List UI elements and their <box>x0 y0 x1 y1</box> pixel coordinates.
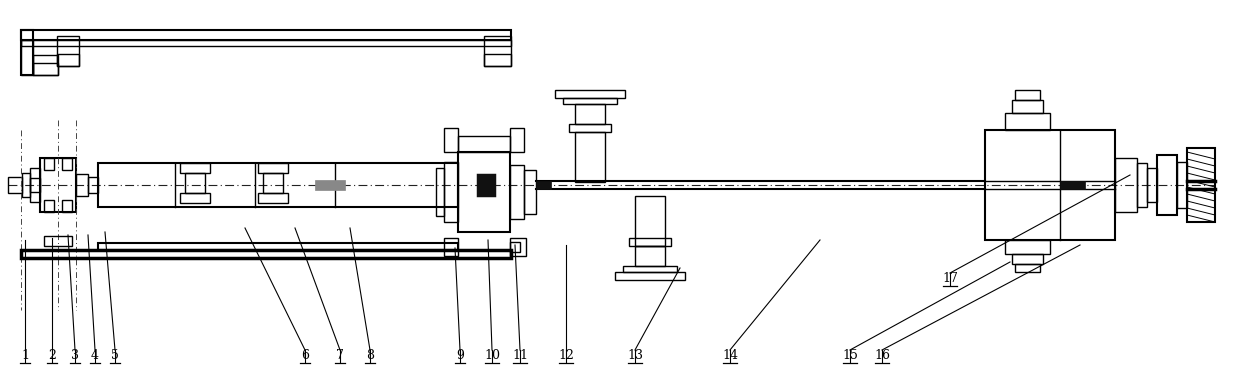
Text: 9: 9 <box>456 349 464 362</box>
Bar <box>458 152 510 232</box>
Bar <box>510 128 525 152</box>
Bar <box>88 177 98 193</box>
Bar <box>76 174 88 196</box>
Bar <box>1187 148 1215 222</box>
Bar <box>510 165 525 219</box>
Bar <box>1060 181 1085 189</box>
Bar <box>1177 162 1187 208</box>
Text: 5: 5 <box>112 349 119 362</box>
Bar <box>1012 254 1043 264</box>
Bar <box>7 177 22 193</box>
Bar <box>458 136 510 152</box>
Bar <box>30 168 40 202</box>
Text: 7: 7 <box>336 349 343 362</box>
Text: 1: 1 <box>21 349 29 362</box>
Bar <box>57 54 79 66</box>
Bar <box>43 200 55 212</box>
Bar <box>1016 264 1040 272</box>
Bar <box>180 193 210 203</box>
Bar <box>40 158 76 212</box>
Bar <box>556 90 625 98</box>
Bar <box>43 158 55 170</box>
Bar <box>536 181 551 189</box>
Bar <box>1016 90 1040 100</box>
Bar <box>258 193 288 203</box>
Text: 14: 14 <box>722 349 738 362</box>
Bar <box>635 196 665 246</box>
Bar <box>21 30 511 40</box>
Text: 16: 16 <box>874 349 890 362</box>
Text: 17: 17 <box>942 272 959 285</box>
Bar <box>1137 163 1147 207</box>
Bar <box>569 124 611 132</box>
Bar <box>33 55 58 75</box>
Bar <box>1012 100 1043 113</box>
Text: 8: 8 <box>366 349 374 362</box>
Text: 15: 15 <box>842 349 858 362</box>
Bar <box>1004 113 1050 130</box>
Text: 3: 3 <box>71 349 79 362</box>
Text: 11: 11 <box>512 349 528 362</box>
Bar <box>563 98 618 104</box>
Bar <box>575 132 605 182</box>
Bar <box>30 178 40 192</box>
Bar <box>525 170 536 214</box>
Bar <box>98 243 458 250</box>
Bar <box>510 238 526 256</box>
Bar <box>98 163 458 207</box>
Bar <box>444 162 458 222</box>
Bar <box>510 242 520 252</box>
Bar <box>21 30 33 75</box>
Bar <box>258 163 288 173</box>
Bar <box>263 173 283 193</box>
Bar <box>985 130 1115 240</box>
Text: 2: 2 <box>48 349 56 362</box>
Bar <box>615 272 684 280</box>
Bar <box>484 36 511 66</box>
Bar <box>180 163 210 173</box>
Bar <box>1147 168 1157 202</box>
Bar <box>444 238 458 256</box>
Text: 10: 10 <box>484 349 500 362</box>
Bar <box>22 173 30 197</box>
Bar <box>33 63 58 75</box>
Bar <box>57 36 79 66</box>
Text: 13: 13 <box>627 349 644 362</box>
Bar <box>575 104 605 124</box>
Bar <box>43 236 72 246</box>
Bar <box>185 173 205 193</box>
Bar <box>1004 240 1050 254</box>
Bar <box>21 250 511 258</box>
Bar <box>484 54 511 66</box>
Bar <box>635 246 665 266</box>
Text: 4: 4 <box>91 349 99 362</box>
Text: 12: 12 <box>558 349 574 362</box>
Text: 6: 6 <box>301 349 309 362</box>
Bar <box>21 40 511 46</box>
Bar <box>21 40 33 75</box>
Bar <box>1115 158 1137 212</box>
Bar <box>477 175 494 195</box>
Bar <box>1157 155 1177 215</box>
Bar <box>444 128 458 152</box>
Bar <box>315 180 345 190</box>
Bar <box>622 266 677 272</box>
Bar <box>436 168 444 216</box>
Bar <box>62 158 72 170</box>
Bar <box>629 238 671 246</box>
Bar <box>62 200 72 212</box>
